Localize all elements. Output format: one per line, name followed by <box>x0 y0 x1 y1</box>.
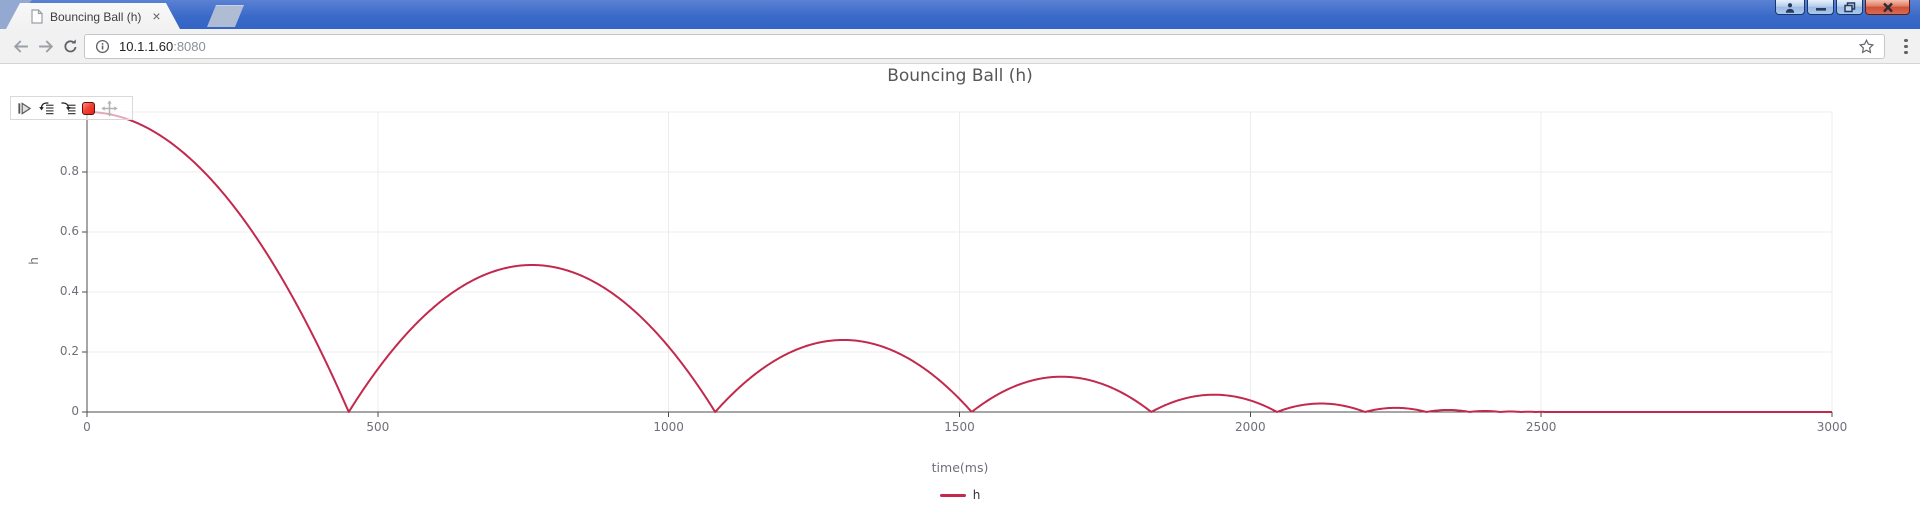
forward-icon[interactable] <box>37 37 56 56</box>
url-bar[interactable]: 10.1.1.60 :8080 <box>84 34 1885 59</box>
tab-title: Bouncing Ball (h) <box>50 10 142 24</box>
x-tick-label: 500 <box>366 420 390 434</box>
y-tick-label: 0.4 <box>59 284 79 298</box>
series-h-curve <box>86 111 1832 413</box>
window-controls <box>1773 0 1910 15</box>
y-tick-label: 0.6 <box>59 224 79 238</box>
blank-page-icon <box>31 9 43 24</box>
y-tick-label: 0 <box>71 404 79 418</box>
browser-toolbar: 10.1.1.60 :8080 <box>0 29 1920 64</box>
bookmark-star-icon[interactable] <box>1858 38 1875 55</box>
run-icon[interactable] <box>16 101 33 116</box>
legend-label: h <box>972 488 981 502</box>
x-axis-name: time(ms) <box>931 460 989 475</box>
minimize-icon <box>1815 8 1826 11</box>
plot-canvas <box>82 111 1833 417</box>
y-axis-name: h <box>26 257 41 265</box>
x-tick-label: 1500 <box>944 420 975 434</box>
x-tick-label: 1000 <box>653 420 684 434</box>
url-host[interactable]: 10.1.1.60 <box>119 39 174 54</box>
browser-tab[interactable]: Bouncing Ball (h) × <box>6 3 180 29</box>
step-into-icon[interactable] <box>38 101 55 116</box>
y-tick-label: 0.2 <box>59 344 79 358</box>
page-info-icon[interactable] <box>95 39 110 54</box>
back-icon[interactable] <box>11 37 30 56</box>
minimize-button[interactable] <box>1807 0 1834 15</box>
chart-legend[interactable]: h <box>0 488 1920 502</box>
new-tab-button[interactable] <box>207 5 244 27</box>
chart-title: Bouncing Ball (h) <box>887 66 1033 86</box>
x-tick-label: 2000 <box>1235 420 1266 434</box>
close-x-icon <box>1882 2 1893 12</box>
x-tick-label: 2500 <box>1525 420 1557 434</box>
plot-toolbar <box>10 96 133 120</box>
reload-icon[interactable] <box>62 38 79 55</box>
tab-close-icon[interactable]: × <box>152 8 161 24</box>
close-button[interactable] <box>1865 0 1910 15</box>
restore-icon <box>1843 1 1855 12</box>
person-icon <box>1785 2 1795 13</box>
page-content: Bouncing Ball (h) h t <box>0 64 1920 507</box>
x-tick-label: 0 <box>83 420 91 434</box>
x-tick-label: 3000 <box>1816 420 1848 434</box>
step-over-icon[interactable] <box>60 101 77 116</box>
y-tick-label: 0.8 <box>59 164 79 178</box>
restore-button[interactable] <box>1836 0 1863 15</box>
legend-line-swatch <box>939 493 966 497</box>
url-port[interactable]: :8080 <box>173 39 206 54</box>
pan-icon[interactable] <box>100 99 119 117</box>
browser-titlebar <box>0 0 1920 29</box>
menu-kebab-icon[interactable] <box>1904 39 1908 55</box>
profile-button[interactable] <box>1775 0 1805 15</box>
stop-icon[interactable] <box>82 101 95 115</box>
